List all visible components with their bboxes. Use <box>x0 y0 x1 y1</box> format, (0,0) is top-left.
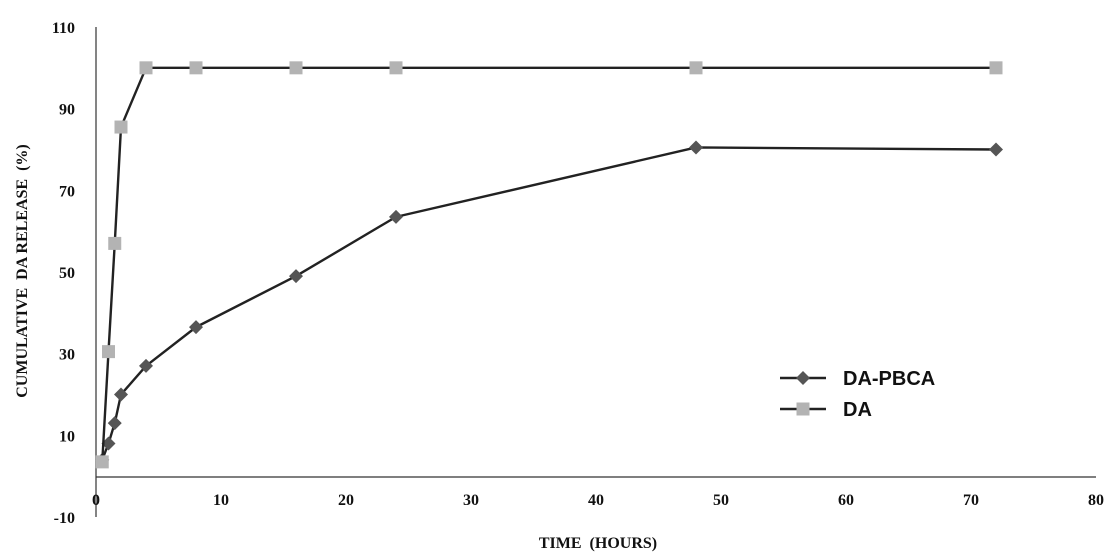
data-point-da <box>389 61 403 75</box>
legend-item-da-pbca: DA-PBCA <box>780 368 935 390</box>
y-tick-label: 90 <box>59 102 75 119</box>
y-tick-label: -10 <box>54 510 75 527</box>
y-tick-label: 50 <box>59 265 75 282</box>
data-point-da <box>189 61 203 75</box>
series-line-da <box>101 66 996 462</box>
data-point-da <box>989 61 1003 75</box>
y-tick-label: 70 <box>59 183 75 200</box>
x-tick-label: 0 <box>92 492 100 509</box>
series-da-pbca <box>95 140 1003 467</box>
data-point-da <box>114 120 128 134</box>
x-tick-label: 70 <box>963 492 979 509</box>
series-da <box>95 61 1003 469</box>
x-tick-label: 80 <box>1088 492 1104 509</box>
data-point-da-pbca <box>114 387 128 402</box>
axes <box>95 27 1096 517</box>
data-point-da-pbca <box>189 320 203 335</box>
legend-label-da-pbca: DA-PBCA <box>843 368 935 390</box>
legend-item-da: DA <box>780 399 872 421</box>
legend-marker-da <box>796 402 810 416</box>
y-axis-title: CUMULATIVE DA RELEASE (%) <box>14 144 31 398</box>
data-point-da <box>139 61 153 75</box>
legend-marker-da-pbca <box>796 371 810 385</box>
series <box>95 61 1003 469</box>
data-point-da-pbca <box>139 358 153 373</box>
data-point-da <box>689 61 703 75</box>
y-tick-label: 30 <box>59 347 75 364</box>
y-tick-label: 10 <box>59 428 75 445</box>
data-point-da-pbca <box>389 209 403 224</box>
legend-label-da: DA <box>843 399 872 421</box>
legend: DA-PBCA DA <box>780 368 935 421</box>
data-point-da-pbca <box>989 142 1003 157</box>
series-line-da-pbca <box>101 146 997 461</box>
x-tick-label: 30 <box>463 492 479 509</box>
data-point-da-pbca <box>289 269 303 284</box>
x-tick-label: 40 <box>588 492 604 509</box>
data-point-da-pbca <box>689 140 703 155</box>
data-point-da <box>289 61 303 75</box>
data-point-da <box>102 345 115 359</box>
data-point-da-pbca <box>107 416 122 431</box>
data-point-da <box>95 455 109 469</box>
y-tick-label: 110 <box>52 20 75 37</box>
x-tick-label: 10 <box>213 492 229 509</box>
x-tick-label: 20 <box>338 492 354 509</box>
x-tick-label: 50 <box>713 492 729 509</box>
x-tick-label: 60 <box>838 492 854 509</box>
x-axis-title: TIME (HOURS) <box>539 535 657 552</box>
data-point-da <box>108 236 122 250</box>
tick-labels: 0 10 20 30 40 50 60 70 80 -10 10 30 50 70 90 110 <box>52 20 1104 527</box>
data-point-da-pbca <box>101 436 116 451</box>
